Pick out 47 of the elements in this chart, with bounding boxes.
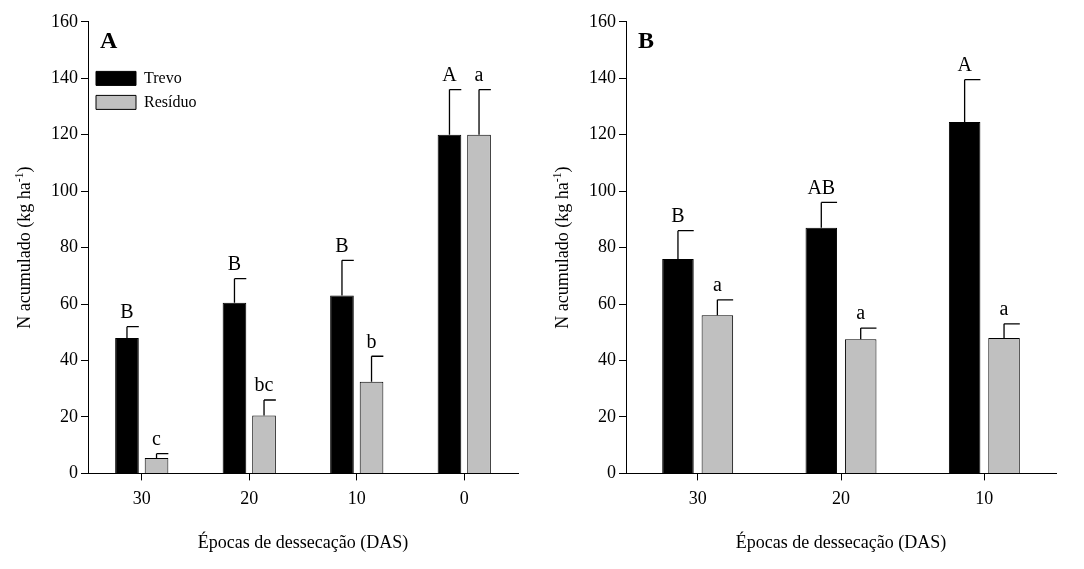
data-label: B (227, 251, 242, 274)
data-label: A (442, 62, 458, 85)
x-tick-label: 0 (459, 487, 469, 508)
y-axis-title: N acumulado (kg ha-1) (12, 166, 35, 329)
data-label: B (335, 233, 349, 256)
data-label: a (474, 62, 484, 85)
y-tick-label: 160 (589, 10, 616, 31)
chart-title: A (100, 27, 118, 53)
y-tick-label: 80 (60, 236, 78, 257)
data-label: bc (254, 373, 274, 396)
y-tick-label: 0 (607, 462, 616, 483)
data-label: B (671, 203, 685, 226)
x-tick-label: 30 (132, 487, 151, 508)
legend-label: Resíduo (144, 92, 197, 110)
y-tick-label: 20 (60, 405, 78, 426)
y-tick-label: 160 (51, 10, 78, 31)
x-axis-title: Épocas de dessecação (DAS) (735, 531, 947, 553)
y-tick-label: 100 (589, 179, 616, 200)
y-tick-label: 140 (51, 66, 78, 87)
y-tick-label: 60 (598, 292, 616, 313)
x-tick-label: 10 (975, 487, 994, 508)
legend-label: Trevo (144, 68, 182, 86)
x-tick-label: 30 (688, 487, 707, 508)
chart-title: B (638, 27, 655, 53)
x-tick-label: 20 (832, 487, 850, 508)
y-tick-label: 60 (60, 292, 78, 313)
x-axis-title: Épocas de dessecação (DAS) (197, 531, 409, 553)
x-tick-label: 10 (347, 487, 366, 508)
y-axis-title: N acumulado (kg ha-1) (550, 166, 573, 329)
data-label: A (957, 52, 973, 75)
data-label: a (856, 301, 866, 324)
y-tick-label: 120 (589, 123, 616, 144)
y-tick-label: 20 (598, 405, 616, 426)
data-label: b (366, 329, 377, 352)
y-tick-label: 40 (598, 349, 616, 370)
data-label: c (152, 426, 162, 449)
y-tick-label: 0 (69, 462, 78, 483)
y-tick-label: 80 (598, 236, 616, 257)
data-label: AB (807, 175, 836, 198)
data-label: a (712, 273, 722, 296)
y-tick-label: 140 (589, 66, 616, 87)
data-label: a (999, 297, 1009, 320)
data-label: B (120, 299, 134, 322)
y-tick-label: 40 (60, 349, 78, 370)
x-tick-label: 20 (240, 487, 259, 508)
y-tick-label: 100 (51, 179, 78, 200)
y-tick-label: 120 (51, 123, 78, 144)
